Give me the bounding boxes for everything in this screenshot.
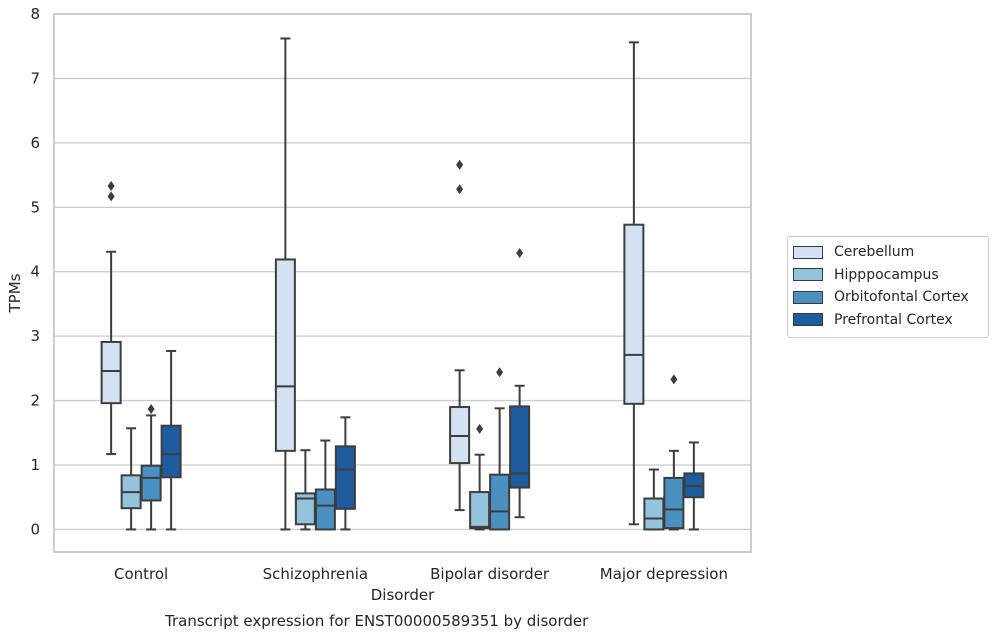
box-3-1 (334, 416, 356, 531)
legend-label: Prefrontal Cortex (834, 311, 953, 328)
box-1-3 (643, 468, 665, 531)
boxes (100, 37, 705, 531)
outlier-point (476, 423, 484, 434)
box-body (274, 258, 296, 452)
box-3-3 (683, 441, 705, 531)
legend-item-hippocampus: Hipppocampus (788, 264, 988, 287)
y-axis-label: TPMs (6, 273, 24, 313)
box-0-1 (274, 37, 296, 531)
chart-title: Transcript expression for ENST0000058935… (165, 612, 589, 630)
x-axis-label: Disorder (371, 586, 435, 604)
x-tick-label: Major depression (600, 565, 728, 583)
outlier-point (516, 248, 524, 259)
y-tick-label: 3 (30, 327, 40, 345)
box-body (489, 473, 511, 531)
box-body (334, 445, 356, 510)
box-body (100, 340, 122, 405)
y-tick-label: 2 (30, 392, 40, 410)
legend-label: Orbitofontal Cortex (834, 289, 969, 306)
legend-item-cerebellum: Cerebellum (788, 241, 988, 264)
box-body (643, 497, 665, 531)
x-tick-label: Control (114, 565, 168, 583)
outlier-point (107, 181, 115, 192)
outlier-point (456, 159, 464, 170)
y-tick-label: 7 (30, 69, 40, 87)
box-body (509, 405, 531, 489)
box-1-2 (469, 423, 491, 531)
box-2-0 (140, 403, 162, 531)
box-2-3 (663, 374, 685, 531)
y-axis-ticks: 0 1 2 3 4 5 6 7 8 (30, 5, 40, 538)
box-0-2 (449, 159, 471, 512)
box-body (469, 491, 491, 530)
y-tick-label: 6 (30, 134, 40, 152)
grid-lines (54, 13, 751, 531)
legend-item-prefrontal-cortex: Prefrontal Cortex (788, 309, 988, 332)
box-body (663, 476, 685, 530)
box-body (160, 424, 182, 479)
outlier-point (456, 184, 464, 195)
legend-label: Hipppocampus (834, 266, 939, 283)
outlier-point (107, 191, 115, 202)
box-0-3 (623, 41, 645, 526)
y-tick-label: 8 (30, 5, 40, 23)
box-2-1 (314, 439, 336, 531)
outlier-point (670, 374, 678, 385)
box-0-0 (100, 181, 122, 456)
legend-label: Cerebellum (834, 244, 915, 261)
box-1-0 (120, 427, 142, 531)
outlier-point (496, 367, 504, 378)
y-tick-label: 4 (30, 263, 40, 281)
y-tick-label: 0 (30, 520, 40, 538)
x-tick-label: Bipolar disorder (430, 565, 550, 583)
x-tick-label: Schizophrenia (263, 565, 368, 583)
box-body (140, 464, 162, 502)
legend-swatch (793, 245, 823, 259)
legend-swatch (793, 268, 823, 282)
legend-item-orbitofrontal-cortex: Orbitofontal Cortex (788, 286, 988, 309)
plot-area-frame (53, 13, 752, 553)
box-body (314, 488, 336, 531)
box-2-2 (489, 367, 511, 531)
box-3-0 (160, 349, 182, 531)
legend-swatch (793, 290, 823, 304)
y-tick-label: 1 (30, 456, 40, 474)
box-3-2 (509, 248, 531, 519)
legend: Cerebellum Hipppocampus Orbitofontal Cor… (787, 236, 989, 338)
outlier-point (147, 403, 155, 414)
y-tick-label: 5 (30, 198, 40, 216)
x-axis-ticks: Control Schizophrenia Bipolar disorder Majo… (114, 565, 728, 583)
box-1-1 (294, 449, 316, 531)
legend-swatch (793, 313, 823, 327)
box-body (623, 223, 645, 405)
